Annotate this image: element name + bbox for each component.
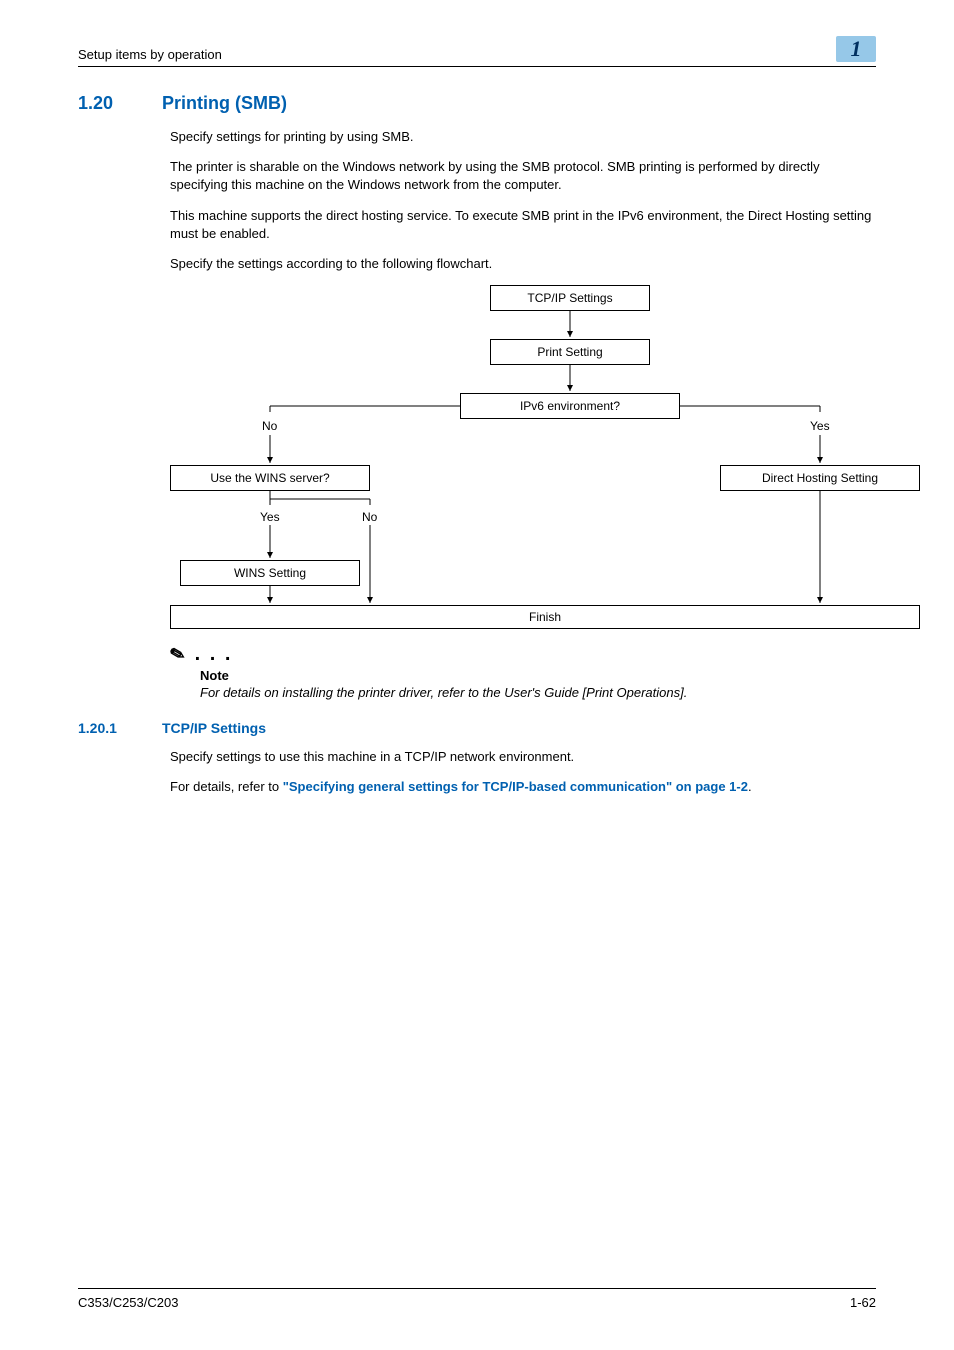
- subsection-title: TCP/IP Settings: [162, 720, 266, 736]
- cross-reference-link[interactable]: "Specifying general settings for TCP/IP-…: [283, 779, 748, 794]
- flow-node-label: Direct Hosting Setting: [762, 471, 878, 485]
- note-label: Note: [200, 668, 876, 683]
- flowchart: TCP/IP Settings Print Setting IPv6 envir…: [170, 285, 876, 625]
- paragraph: Specify settings for printing by using S…: [170, 128, 876, 146]
- flow-node-wins-question: Use the WINS server?: [170, 465, 370, 491]
- header-divider: [78, 66, 876, 67]
- page-footer: C353/C253/C203 1-62: [78, 1288, 876, 1310]
- chapter-number: 1: [851, 36, 862, 62]
- flow-label-no: No: [262, 419, 277, 433]
- paragraph: Specify the settings according to the fo…: [170, 255, 876, 273]
- section-heading: 1.20 Printing (SMB): [78, 93, 876, 114]
- flow-node-label: WINS Setting: [234, 566, 306, 580]
- flow-node-label: Use the WINS server?: [210, 471, 329, 485]
- flow-node-tcpip: TCP/IP Settings: [490, 285, 650, 311]
- note-block: ✎ . . . Note For details on installing t…: [170, 643, 876, 700]
- flow-node-label: TCP/IP Settings: [527, 291, 612, 305]
- text-suffix: .: [748, 779, 752, 794]
- paragraph: The printer is sharable on the Windows n…: [170, 158, 876, 194]
- chapter-badge: 1: [836, 36, 876, 62]
- page-header: Setup items by operation 1: [78, 36, 876, 62]
- section-title: Printing (SMB): [162, 93, 287, 114]
- flow-node-ipv6: IPv6 environment?: [460, 393, 680, 419]
- breadcrumb: Setup items by operation: [78, 47, 222, 62]
- paragraph: Specify settings to use this machine in …: [170, 748, 876, 766]
- flow-node-label: Finish: [529, 610, 561, 624]
- paragraph: For details, refer to "Specifying genera…: [170, 778, 876, 796]
- flow-node-wins-setting: WINS Setting: [180, 560, 360, 586]
- note-icon-row: ✎ . . .: [170, 643, 876, 666]
- subsection-number: 1.20.1: [78, 720, 134, 736]
- flow-label-no: No: [362, 510, 377, 524]
- flow-node-label: Print Setting: [537, 345, 602, 359]
- subsection-heading: 1.20.1 TCP/IP Settings: [78, 720, 876, 736]
- text-prefix: For details, refer to: [170, 779, 283, 794]
- flow-node-print: Print Setting: [490, 339, 650, 365]
- note-text: For details on installing the printer dr…: [200, 685, 876, 700]
- flow-node-direct-hosting: Direct Hosting Setting: [720, 465, 920, 491]
- paragraph: This machine supports the direct hosting…: [170, 207, 876, 243]
- footer-divider: [78, 1288, 876, 1289]
- footer-model: C353/C253/C203: [78, 1295, 178, 1310]
- subsection-body: Specify settings to use this machine in …: [170, 748, 876, 796]
- flow-label-yes: Yes: [810, 419, 830, 433]
- flow-node-label: IPv6 environment?: [520, 399, 620, 413]
- flow-node-finish: Finish: [170, 605, 920, 629]
- section-number: 1.20: [78, 93, 134, 114]
- ellipsis-icon: . . .: [187, 643, 232, 665]
- flow-label-yes: Yes: [260, 510, 280, 524]
- section-body: Specify settings for printing by using S…: [170, 128, 876, 273]
- footer-page-number: 1-62: [850, 1295, 876, 1310]
